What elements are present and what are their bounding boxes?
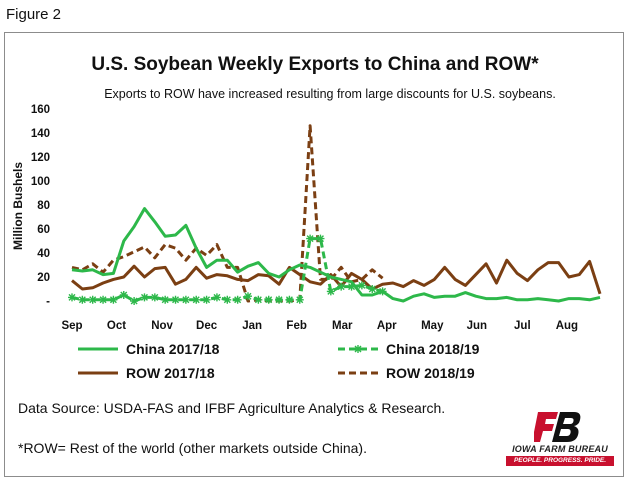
x-tick-label: Aug — [556, 320, 578, 332]
footnote: *ROW= Rest of the world (other markets o… — [18, 440, 367, 456]
series-point-marker — [212, 293, 221, 302]
x-tick-label: Dec — [196, 320, 218, 332]
x-tick-label: Jan — [242, 320, 262, 332]
x-axis-ticks: Sep Oct Nov Dec Jan Feb Mar Apr May Jun Jul Aug — [61, 320, 578, 332]
series-point-marker — [161, 295, 170, 304]
series-line — [71, 237, 383, 303]
series-point-marker — [78, 295, 87, 304]
y-tick-label: 20 — [37, 272, 50, 284]
chart-title: U.S. Soybean Weekly Exports to China and… — [91, 54, 539, 75]
series-point-marker — [223, 295, 232, 304]
legend-label: ROW 2018/19 — [386, 365, 475, 381]
legend-marker — [354, 345, 362, 353]
y-axis-label: Million Bushels — [11, 162, 25, 250]
series-point-marker — [130, 297, 139, 305]
series-point-marker — [181, 295, 190, 304]
x-tick-label: Jun — [467, 320, 487, 332]
logo-tagline: PEOPLE. PROGRESS. PRIDE. — [506, 456, 614, 466]
y-axis-ticks: - 20 40 60 80 100 120 140 160 — [31, 104, 50, 308]
series-point-marker — [368, 285, 377, 293]
series-point-marker — [337, 282, 346, 291]
series-point-marker — [316, 234, 325, 243]
y-tick-label: 140 — [31, 128, 50, 140]
series-point-marker — [192, 295, 201, 304]
x-tick-label: Nov — [151, 320, 173, 332]
x-tick-label: Oct — [107, 320, 126, 332]
series-point-marker — [306, 234, 315, 243]
legend-label: ROW 2017/18 — [126, 365, 215, 381]
y-tick-label: 120 — [31, 152, 50, 164]
x-tick-label: Mar — [332, 320, 353, 332]
series-point-marker — [233, 295, 242, 304]
series-point-marker — [295, 295, 304, 304]
series-point-marker — [140, 293, 149, 302]
figure-label: Figure 2 — [6, 6, 62, 23]
series-point-marker — [202, 295, 211, 304]
source-note: Data Source: USDA-FAS and IFBF Agricultu… — [18, 400, 446, 416]
y-tick-label: - — [46, 296, 50, 308]
iowa-farm-bureau-logo: IOWA FARM BUREAU PEOPLE. PROGRESS. PRIDE… — [504, 410, 616, 466]
series-point-marker — [150, 293, 159, 302]
y-tick-label: 40 — [37, 248, 50, 260]
series-point-marker — [264, 295, 273, 304]
chart-subtitle: Exports to ROW have increased resulting … — [104, 87, 556, 101]
series-point-marker — [378, 287, 387, 296]
chart-frame — [4, 32, 624, 477]
y-tick-label: 80 — [37, 200, 50, 212]
x-tick-label: May — [421, 320, 444, 332]
series-point-marker — [68, 293, 76, 302]
series-point-marker — [244, 292, 252, 301]
series-point-marker — [357, 281, 366, 290]
series-point-marker — [171, 295, 180, 304]
legend-label: China 2018/19 — [386, 341, 480, 357]
x-tick-label: Jul — [514, 320, 531, 332]
x-tick-label: Apr — [377, 320, 397, 332]
series-point-marker — [285, 295, 294, 304]
series-point-marker — [99, 295, 108, 304]
fb-logo-icon — [534, 412, 581, 442]
series-layer — [68, 124, 602, 305]
y-tick-label: 100 — [31, 176, 50, 188]
series-line — [71, 124, 384, 303]
series-point-marker — [254, 295, 263, 304]
series-point-marker — [347, 282, 356, 291]
series-point-marker — [326, 287, 335, 296]
legend-label: China 2017/18 — [126, 341, 220, 357]
series-point-marker — [88, 295, 97, 304]
legend: China 2017/18 China 2018/19 ROW 2017/18 ROW… — [78, 341, 480, 381]
series-line — [71, 258, 602, 295]
series-point-marker — [109, 295, 118, 304]
y-tick-label: 60 — [37, 224, 50, 236]
series-line — [71, 207, 601, 303]
series-point-marker — [275, 295, 284, 304]
x-tick-label: Feb — [286, 320, 306, 332]
x-tick-label: Sep — [61, 320, 82, 332]
series-point-marker — [119, 291, 128, 299]
y-tick-label: 160 — [31, 104, 50, 116]
logo-name: IOWA FARM BUREAU — [512, 444, 608, 454]
